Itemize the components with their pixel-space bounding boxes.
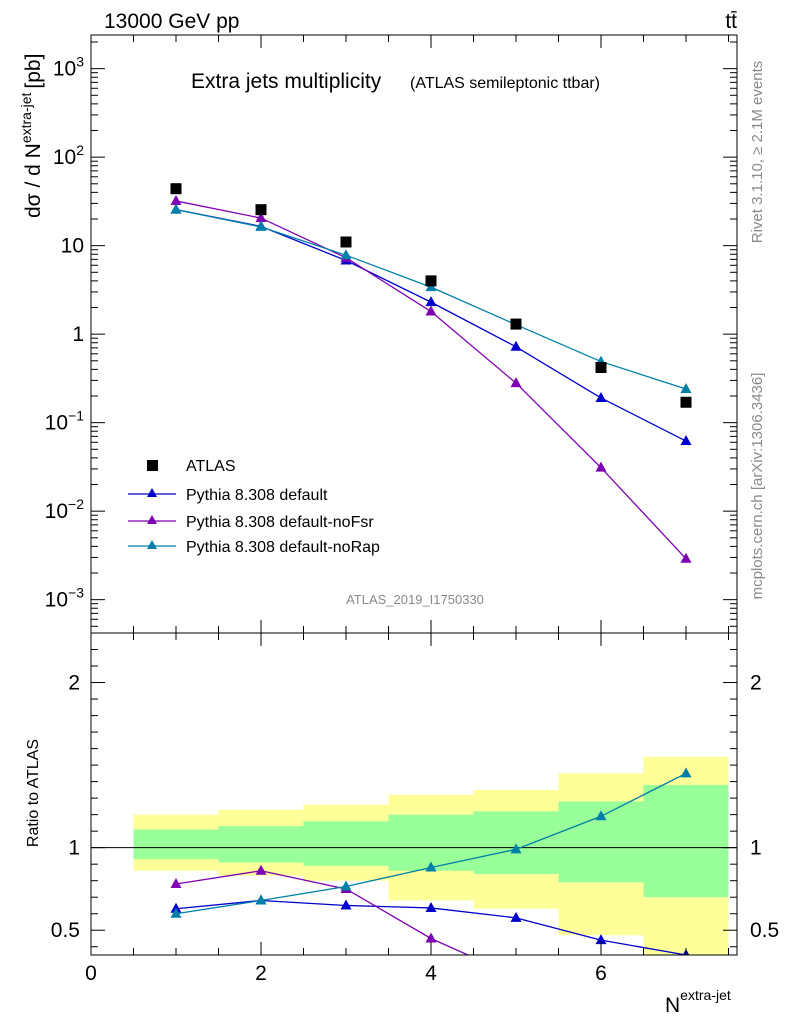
rivet-label: Rivet 3.1.10, ≥ 2.1M events xyxy=(749,61,766,244)
main-point-pythia-8-308-default-norap-7 xyxy=(680,383,692,394)
ratio-point-pythia-8-308-default-4 xyxy=(425,901,437,912)
legend-marker-norap xyxy=(147,540,157,549)
ratio-point-pythia-8-308-default-norap-2 xyxy=(255,894,267,905)
ratio-point-pythia-8-308-default-norap-3 xyxy=(340,880,352,891)
ratio-point-pythia-8-308-default-nofsr-1 xyxy=(170,877,182,888)
main-y-axis-label: dσ / d Nextra-jet [pb] xyxy=(18,54,45,218)
y-tick-label-ratio-left: 0.5 xyxy=(51,919,80,942)
atlas-data-points xyxy=(170,183,692,408)
process-label: tt̄ xyxy=(725,10,737,33)
atlas-point-1 xyxy=(170,183,182,195)
main-point-pythia-8-308-default-norap-1 xyxy=(170,203,182,214)
tick-labels: 0 2 4 6 10−3 10−2 10−1 1 10 102 103 0.5 0.5 1 1 2 2 xyxy=(45,54,780,985)
y-label-unit: [pb] xyxy=(22,54,45,89)
x-axis-label: Nextra-jet xyxy=(665,987,731,1017)
main-point-pythia-8-308-default-nofsr-5 xyxy=(510,377,522,388)
y-tick-label-main: 10 xyxy=(61,235,84,258)
green-band-bin-1 xyxy=(133,829,219,860)
y-tick-label-ratio-right: 0.5 xyxy=(750,919,779,942)
atlas-point-5 xyxy=(510,318,522,330)
main-point-pythia-8-308-default-5 xyxy=(510,340,522,351)
legend-label-nofsr: Pythia 8.308 default-noFsr xyxy=(186,514,374,531)
y-label-sup: extra-jet xyxy=(18,92,34,143)
main-point-pythia-8-308-default-nofsr-7 xyxy=(680,552,692,563)
y-label-base: dσ / d N xyxy=(22,143,45,218)
ratio-point-pythia-8-308-default-norap-6 xyxy=(595,810,607,821)
main-point-pythia-8-308-default-norap-2 xyxy=(255,220,267,231)
x-label-base: N xyxy=(665,994,680,1017)
energy-label: 13000 GeV pp xyxy=(104,10,239,33)
atlas-point-6 xyxy=(595,361,607,373)
y-tick-label-main: 102 xyxy=(53,142,84,169)
y-tick-label-ratio-left: 1 xyxy=(68,837,80,860)
ratio-point-pythia-8-308-default-6 xyxy=(595,934,607,945)
y-tick-label-main: 103 xyxy=(53,54,84,81)
main-point-pythia-8-308-default-nofsr-4 xyxy=(425,305,437,316)
ratio-uncertainty-bands xyxy=(133,756,729,955)
axis-ticks xyxy=(90,35,737,955)
chart-title: Extra jets multiplicity xyxy=(191,70,382,93)
main-line-pythia-8-308-default-nofsr xyxy=(175,200,687,560)
atlas-point-2 xyxy=(255,204,267,216)
x-tick-label: 2 xyxy=(255,962,267,985)
main-point-pythia-8-308-default-4 xyxy=(425,296,437,307)
legend-marker-nofsr xyxy=(147,515,157,524)
mcplots-label: mcplots.cern.ch [arXiv:1306.3436] xyxy=(749,373,766,600)
ratio-y-axis-label: Ratio to ATLAS xyxy=(25,739,42,847)
legend: ATLAS Pythia 8.308 default Pythia 8.308 … xyxy=(128,458,380,556)
green-band-bin-5 xyxy=(473,811,559,875)
ratio-point-pythia-8-308-default-3 xyxy=(340,899,352,910)
main-series-group xyxy=(170,194,692,563)
analysis-watermark: ATLAS_2019_I1750330 xyxy=(346,592,484,607)
ratio-point-pythia-8-308-default-nofsr-2 xyxy=(255,864,267,875)
y-tick-label-main: 10−2 xyxy=(45,496,85,523)
atlas-point-7 xyxy=(680,396,692,408)
legend-label-norap: Pythia 8.308 default-noRap xyxy=(186,539,380,556)
main-line-pythia-8-308-default xyxy=(175,209,687,442)
atlas-point-3 xyxy=(340,236,352,248)
ratio-point-pythia-8-308-default-nofsr-5 xyxy=(511,970,522,980)
green-band-bin-3 xyxy=(303,821,389,866)
ratio-panel-frame xyxy=(90,632,738,956)
x-tick-label: 6 xyxy=(595,962,607,985)
legend-label-atlas: ATLAS xyxy=(186,458,236,475)
x-tick-label: 0 xyxy=(85,962,97,985)
legend-marker-default xyxy=(147,488,157,497)
legend-marker-atlas xyxy=(147,460,158,471)
y-tick-label-ratio-left: 2 xyxy=(68,672,80,695)
x-tick-label: 4 xyxy=(425,962,437,985)
main-point-pythia-8-308-default-6 xyxy=(595,391,607,402)
y-tick-label-ratio-right: 2 xyxy=(750,672,762,695)
main-point-pythia-8-308-default-norap-3 xyxy=(340,249,352,260)
y-tick-label-main: 1 xyxy=(72,323,84,346)
ratio-series-group xyxy=(170,767,692,1014)
y-tick-label-main: 10−1 xyxy=(45,408,85,435)
legend-label-default: Pythia 8.308 default xyxy=(186,487,328,504)
chart-subtitle: (ATLAS semileptonic ttbar) xyxy=(410,75,600,92)
main-point-pythia-8-308-default-nofsr-1 xyxy=(170,194,182,205)
ratio-point-pythia-8-308-default-norap-4 xyxy=(425,861,437,872)
green-band-bin-2 xyxy=(218,826,304,863)
ratio-point-pythia-8-308-default-nofsr-6 xyxy=(596,995,607,1005)
ratio-point-pythia-8-308-default-5 xyxy=(510,911,522,922)
ratio-point-pythia-8-308-default-nofsr-4 xyxy=(425,932,437,943)
main-point-pythia-8-308-default-7 xyxy=(680,435,692,446)
ratio-point-pythia-8-308-default-norap-1 xyxy=(170,907,182,918)
y-tick-label-main: 10−3 xyxy=(45,585,85,612)
main-point-pythia-8-308-default-nofsr-2 xyxy=(255,212,267,223)
ratio-point-pythia-8-308-default-norap-5 xyxy=(510,843,522,854)
y-tick-label-ratio-right: 1 xyxy=(750,837,762,860)
green-band-bin-7 xyxy=(643,784,729,898)
main-point-pythia-8-308-default-nofsr-6 xyxy=(595,461,607,472)
ratio-point-pythia-8-308-default-nofsr-7 xyxy=(681,1004,692,1014)
ratio-point-pythia-8-308-default-norap-7 xyxy=(680,767,692,778)
x-label-sup: extra-jet xyxy=(680,987,731,1003)
atlas-point-4 xyxy=(425,275,437,287)
